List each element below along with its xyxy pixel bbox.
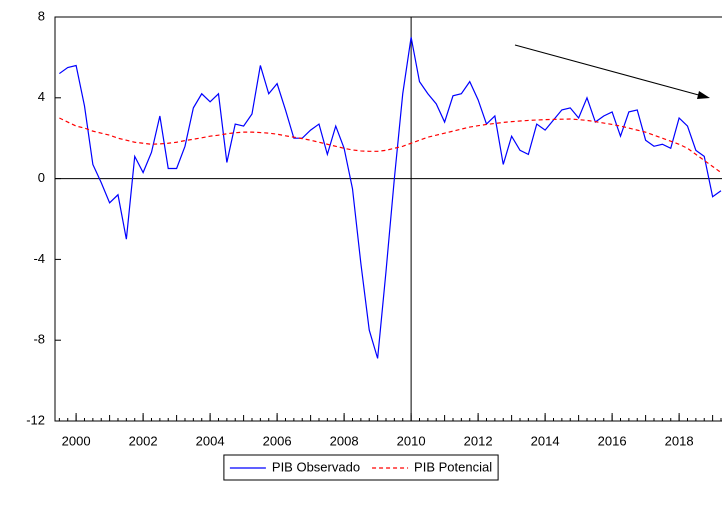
legend-label: PIB Observado [272, 459, 360, 474]
x-tick-label: 2006 [263, 433, 292, 448]
x-tick-label: 2002 [129, 433, 158, 448]
x-tick-label: 2010 [397, 433, 426, 448]
x-tick-label: 2008 [330, 433, 359, 448]
y-tick-label: -12 [26, 412, 45, 427]
x-tick-label: 2014 [531, 433, 560, 448]
y-tick-label: 0 [38, 170, 45, 185]
x-tick-label: 2016 [598, 433, 627, 448]
x-tick-label: 2012 [464, 433, 493, 448]
plot-frame [54, 16, 722, 422]
legend-box [223, 454, 499, 481]
x-tick-label: 2018 [665, 433, 694, 448]
annotation-arrowhead [697, 91, 710, 99]
annotation-arrow [514, 44, 707, 98]
series-line [59, 117, 722, 174]
y-tick-label: -4 [33, 251, 45, 266]
x-tick-label: 2000 [62, 433, 91, 448]
y-tick-label: -8 [33, 332, 45, 347]
legend-label: PIB Potencial [414, 459, 492, 474]
y-tick-label: 8 [38, 8, 45, 23]
series-line [59, 37, 722, 359]
y-tick-label: 4 [38, 89, 45, 104]
legend: PIB Observado PIB Potencial [223, 454, 499, 481]
x-tick-label: 2004 [196, 433, 225, 448]
